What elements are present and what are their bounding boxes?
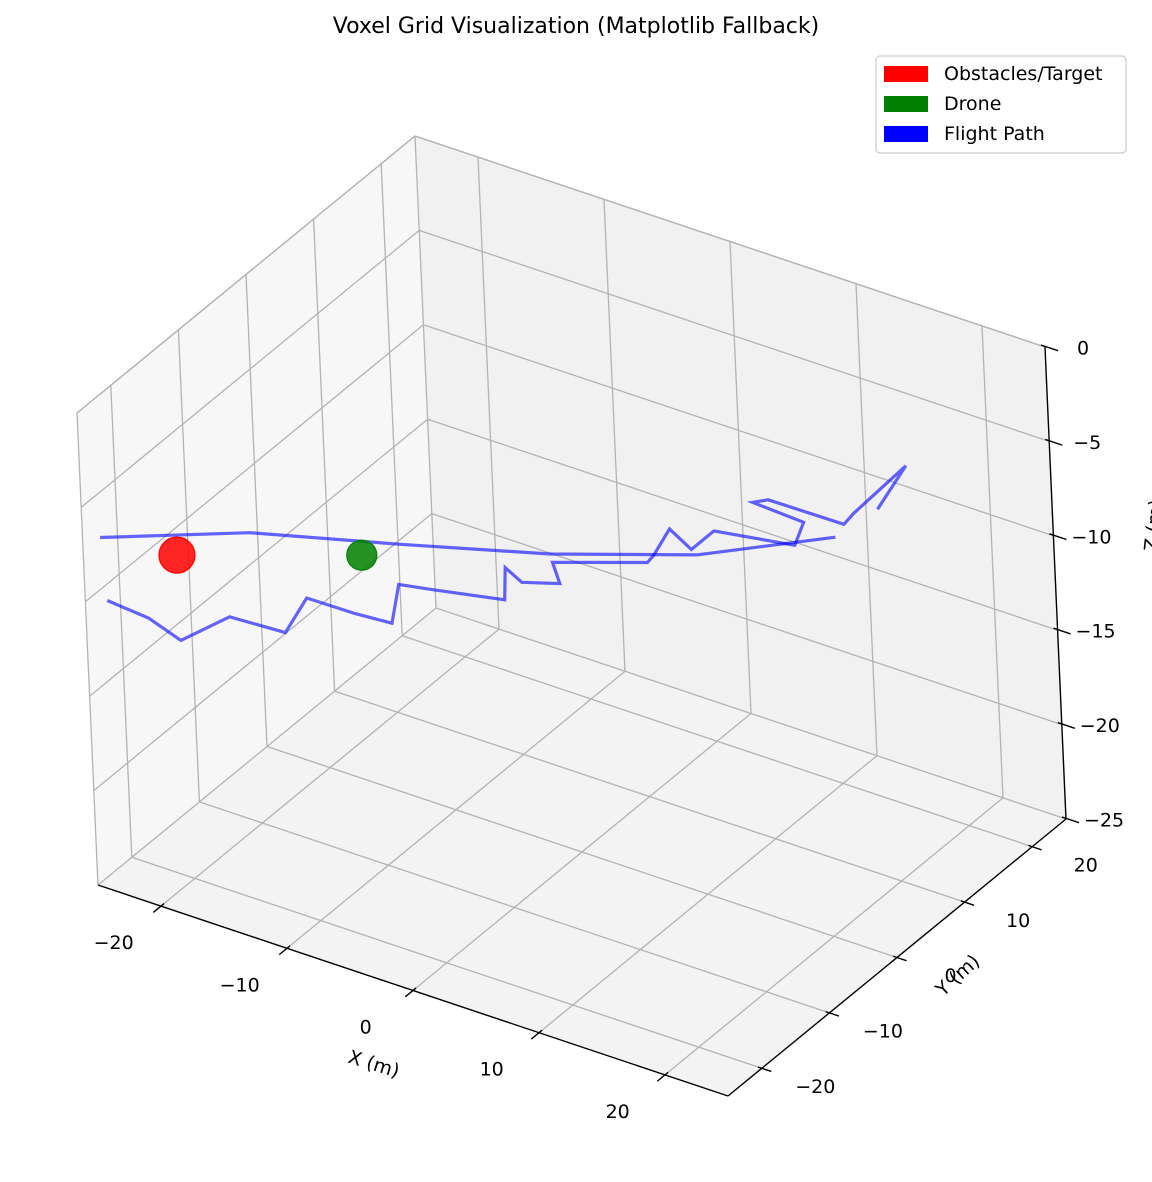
y-tick-mark [1028, 844, 1042, 851]
x-tick-label: 20 [606, 1101, 630, 1123]
grid-line-z-left [97, 607, 437, 886]
flight-path-line [100, 531, 836, 557]
grid-line-y-floor [334, 690, 965, 903]
pane-edge [76, 412, 99, 886]
y-tick-label: 10 [1006, 910, 1030, 932]
z-tick-label: 0 [1077, 338, 1089, 360]
grid-line-z-back [427, 418, 1058, 631]
z-axis-line [1044, 346, 1067, 820]
legend-swatch-obstacles [884, 66, 928, 82]
z-tick-mark [1061, 816, 1080, 824]
legend-frame [875, 55, 1127, 154]
z-tick-label: −25 [1084, 810, 1124, 832]
grid-line-x-back [729, 241, 752, 714]
legend-label-flight-path: Flight Path [944, 123, 1045, 145]
grid-line-y-left [110, 385, 133, 858]
y-tick-mark [892, 955, 907, 962]
grid-line-y-floor [266, 745, 898, 959]
legend-label-obstacles: Obstacles/Target [944, 63, 1103, 85]
grid-line-y-floor [131, 856, 763, 1069]
grid-line-z-back [423, 324, 1054, 537]
y-tick-label: 20 [1074, 854, 1098, 876]
grid-line-x-back [855, 283, 878, 756]
chart-panes [77, 136, 1066, 1096]
x-tick-mark [530, 1029, 543, 1040]
obstacle-target-marker [158, 536, 196, 574]
x-tick-label: 10 [480, 1059, 504, 1081]
grid-line-y-left [312, 219, 336, 692]
z-axis-label: Z (m) [1140, 498, 1152, 552]
drone-marker [346, 539, 378, 571]
legend-swatch-flight-path [884, 126, 928, 142]
grid-line-z-back [418, 229, 1050, 443]
legend-label-drone: Drone [944, 93, 1001, 115]
grid-line-z-back [431, 512, 1063, 726]
pane-edge [76, 135, 416, 414]
z-tick-mark [1057, 721, 1076, 729]
y-tick-mark [757, 1066, 772, 1073]
grid-line-z-left [84, 324, 424, 603]
z-tick-mark [1049, 533, 1067, 541]
x-tick-mark [278, 945, 291, 956]
grid-line-y-floor [401, 635, 1033, 848]
x-axis-label: X (m) [345, 1046, 402, 1082]
x-tick-label: 0 [360, 1016, 372, 1038]
chart-title: Voxel Grid Visualization (Matplotlib Fal… [333, 14, 819, 39]
x-tick-label: −10 [220, 974, 260, 996]
grid-line-z-back [435, 607, 1067, 820]
pane-edge [414, 135, 437, 609]
z-tick-label: −20 [1080, 715, 1120, 737]
chart-ticks: −20 −10 0 10 20 −20 −10 0 10 20 0 −5 −10 −15 −20 −25 [94, 338, 1124, 1123]
z-tick-mark [1044, 438, 1063, 446]
grid-line-y-left [380, 163, 403, 636]
z-tick-mark [1053, 627, 1071, 635]
grid-line-z-left [89, 418, 429, 697]
x-tick-mark [656, 1071, 669, 1082]
y-tick-label: 0 [944, 965, 956, 987]
x-tick-mark [152, 903, 165, 913]
z-tick-mark [1040, 344, 1059, 352]
grid-line-x-back [603, 199, 626, 672]
grid-line-y-floor [199, 801, 830, 1014]
chart-legend[interactable]: Obstacles/Target Drone Flight Path [875, 55, 1127, 154]
y-tick-mark [825, 1010, 840, 1017]
z-tick-label: −5 [1073, 432, 1101, 454]
flight-path-line [106, 464, 908, 643]
y-tick-label: −10 [863, 1021, 903, 1043]
grid-line-y-left [245, 274, 268, 747]
legend-swatch-drone [884, 96, 928, 112]
grid-line-z-left [80, 229, 420, 508]
x-tick-mark [404, 987, 417, 998]
z-tick-label: −15 [1076, 621, 1116, 643]
y-tick-label: −20 [795, 1076, 835, 1098]
grid-line-x-back [981, 325, 1004, 798]
chart-grid [76, 135, 1067, 1076]
chart-data [100, 464, 908, 643]
y-axis-label: Y (m) [931, 950, 984, 1001]
pane-edge [414, 135, 1046, 348]
z-tick-label: −10 [1071, 526, 1111, 548]
x-tick-label: −20 [94, 932, 134, 954]
y-tick-mark [960, 900, 975, 906]
